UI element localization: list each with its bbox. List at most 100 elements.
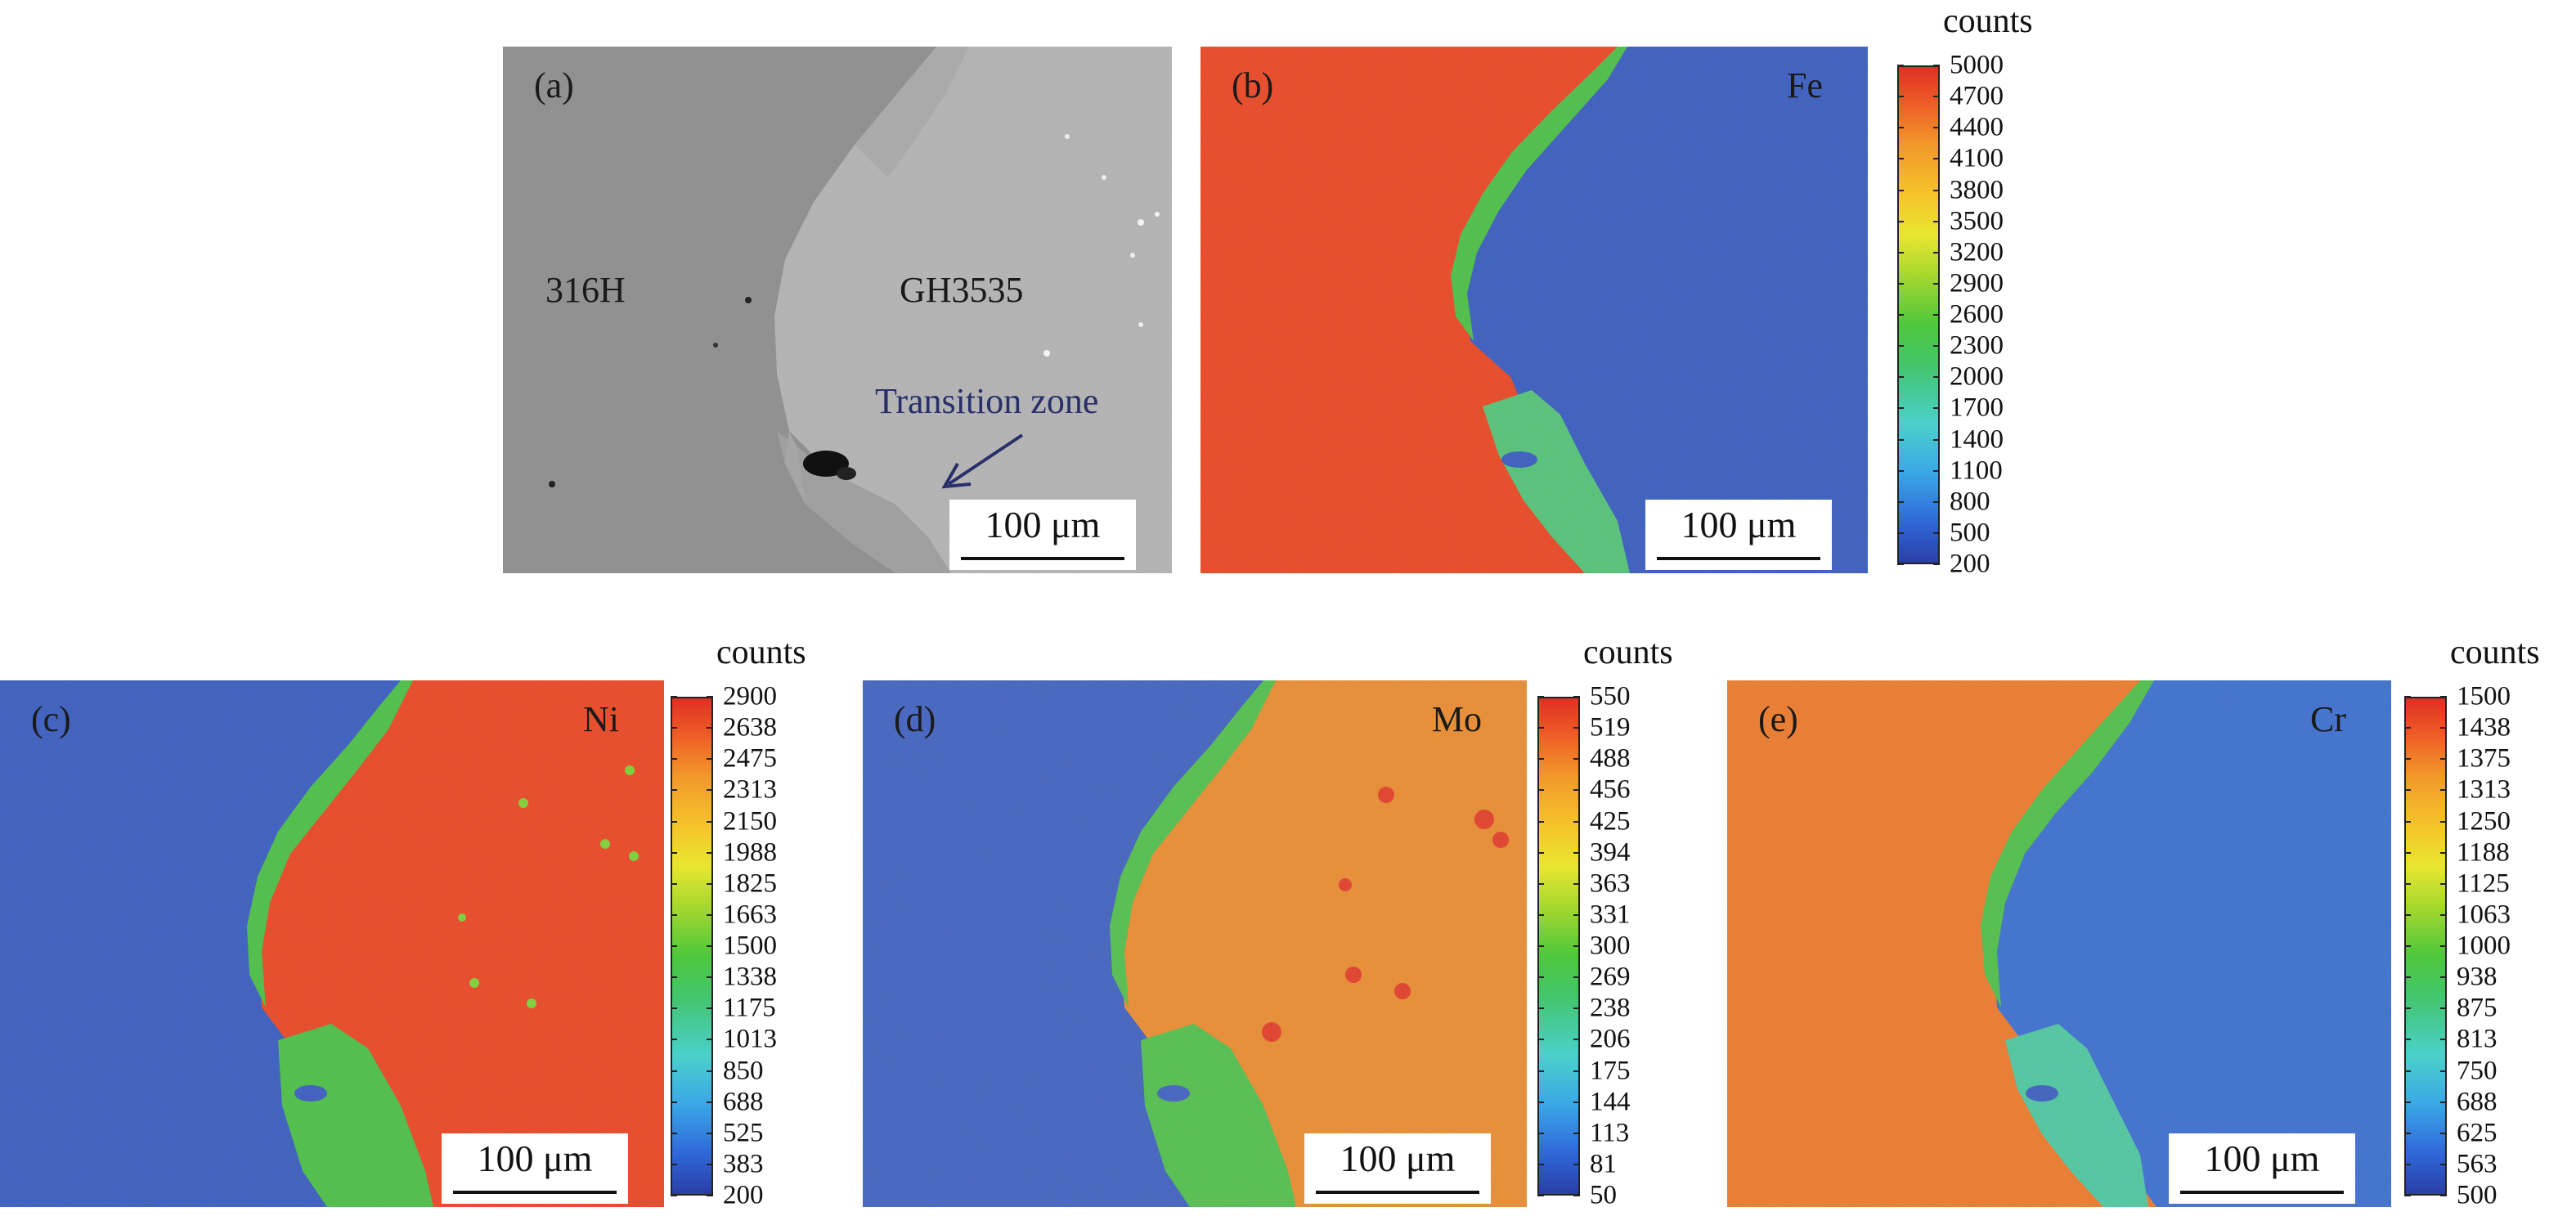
colorbar-tick-mark — [1933, 251, 1940, 254]
colorbar-tick-mark — [1933, 500, 1940, 503]
colorbar-tick-mark — [671, 758, 677, 761]
colorbar-tick-label: 938 — [2457, 962, 2497, 992]
colorbar-tick-mark — [1573, 696, 1580, 698]
scale-bar-b: 100 μm — [1645, 500, 1832, 570]
colorbar-tick-mark — [2404, 727, 2411, 729]
colorbar-tick-mark — [1897, 282, 1904, 285]
colorbar-tick-mark — [2404, 1163, 2411, 1165]
colorbar-tick-label: 1375 — [2457, 743, 2511, 774]
scale-bar-line — [1657, 557, 1820, 560]
colorbar-tick-mark — [1933, 158, 1940, 160]
colorbar-tick-mark — [1897, 345, 1904, 348]
colorbar-tick-mark — [1897, 407, 1904, 410]
colorbar-tick-mark — [2404, 851, 2411, 854]
colorbar-tick-label: 563 — [2457, 1149, 2497, 1179]
colorbar-tick-mark — [1933, 407, 1940, 410]
colorbar-tick-mark — [1537, 789, 1544, 792]
colorbar-tick-mark — [1933, 189, 1940, 191]
colorbar-tick-mark — [671, 1039, 677, 1041]
colorbar-tick-mark — [1573, 789, 1580, 792]
colorbar-tick-mark — [1573, 1195, 1580, 1196]
colorbar-tick-label: 200 — [723, 1180, 764, 1210]
colorbar-tick-mark — [671, 1070, 677, 1072]
mo-map-image — [863, 680, 1527, 1207]
colorbar-tick-mark — [1933, 469, 1940, 472]
colorbar-tick-label: 1013 — [723, 1024, 777, 1054]
colorbar-tick-mark — [671, 1101, 677, 1103]
colorbar-tick-mark — [1573, 1163, 1580, 1165]
colorbar-tick-label: 625 — [2457, 1118, 2497, 1148]
colorbar-tick-mark — [1897, 96, 1904, 98]
colorbar-tick-label: 525 — [723, 1118, 764, 1148]
colorbar-tick-mark — [1573, 758, 1580, 761]
colorbar-tick-mark — [1897, 251, 1904, 254]
colorbar-tick-label: 850 — [723, 1056, 764, 1085]
colorbar-tick-mark — [1537, 1039, 1544, 1041]
colorbar-title: counts — [1943, 2, 2033, 40]
ni-map-image — [0, 680, 664, 1207]
colorbar-tick-mark — [1933, 376, 1940, 379]
colorbar-tick-label: 1438 — [2457, 712, 2511, 743]
colorbar-tick-label: 500 — [1950, 518, 1990, 548]
colorbar-tick-mark — [1537, 851, 1544, 854]
colorbar-title: counts — [1583, 634, 1673, 671]
colorbar-tick-mark — [1897, 314, 1904, 316]
element-label-mo: Mo — [1431, 699, 1482, 739]
colorbar-tick-label: 144 — [1590, 1087, 1631, 1117]
colorbar-tick-mark — [707, 1070, 713, 1072]
scale-bar-label: 100 μm — [1681, 504, 1797, 545]
material-label-gh3535: GH3535 — [900, 270, 1024, 310]
colorbar-tick-label: 363 — [1590, 868, 1631, 899]
colorbar-tick-label: 1988 — [723, 837, 777, 868]
colorbar-tick-label: 488 — [1590, 743, 1631, 774]
colorbar-tick-label: 1100 — [1950, 455, 2003, 486]
colorbar-tick-mark — [1897, 500, 1904, 503]
colorbar-tick-label: 688 — [2457, 1087, 2497, 1117]
colorbar-tick-mark — [1933, 563, 1940, 565]
colorbar-tick-mark — [1897, 220, 1904, 222]
colorbar-tick-mark — [1537, 882, 1544, 885]
colorbar-tick-mark — [671, 1195, 677, 1196]
colorbar-tick-mark — [707, 1163, 713, 1165]
colorbar-tick-mark — [2404, 913, 2411, 916]
colorbar-tick-mark — [1537, 1132, 1544, 1134]
colorbar-tick-mark — [707, 913, 713, 916]
colorbar-tick-label: 1338 — [723, 962, 777, 992]
colorbar-tick-mark — [2440, 976, 2447, 979]
panel-tag-e: (e) — [1758, 699, 1798, 739]
colorbar-tick-mark — [1933, 345, 1940, 348]
element-label-cr: Cr — [2310, 699, 2346, 739]
colorbar-tick-mark — [2440, 851, 2447, 854]
colorbar-tick-label: 1700 — [1950, 393, 2004, 423]
scale-bar-line — [453, 1191, 617, 1194]
colorbar-tick-mark — [2440, 727, 2447, 729]
panel-tag-d: (d) — [894, 699, 936, 739]
colorbar-tick-mark — [671, 820, 677, 823]
colorbar-tick-mark — [2404, 1132, 2411, 1134]
colorbar-tick-mark — [1537, 820, 1544, 823]
colorbar-tick-mark — [707, 789, 713, 792]
colorbar-title: counts — [716, 634, 806, 671]
cr-map-image — [1727, 680, 2391, 1207]
colorbar-tick-mark — [1933, 282, 1940, 285]
colorbar-tick-mark — [2440, 1101, 2447, 1103]
colorbar-tick-label: 1663 — [723, 900, 777, 930]
colorbar-tick-mark — [1537, 913, 1544, 916]
colorbar-tick-mark — [2404, 820, 2411, 823]
colorbar-tick-mark — [2440, 945, 2447, 947]
colorbar-tick-mark — [2404, 696, 2411, 698]
scale-bar-label: 100 μm — [1340, 1138, 1456, 1179]
colorbar-tick-mark — [2404, 789, 2411, 792]
colorbar-tick-label: 4100 — [1950, 143, 2004, 173]
colorbar-tick-label: 2475 — [723, 743, 777, 774]
colorbar-tick-mark — [707, 851, 713, 854]
sem-image-panel: (a) 316H GH3535 Transition zone 100 μm — [503, 47, 1172, 573]
colorbar-tick-label: 2313 — [723, 774, 777, 805]
colorbar-tick-mark — [671, 1007, 677, 1010]
colorbar-tick-label: 750 — [2457, 1056, 2497, 1085]
colorbar-tick-mark — [1897, 158, 1904, 160]
colorbar-tick-label: 81 — [1590, 1149, 1617, 1179]
colorbar-tick-mark — [1897, 376, 1904, 379]
colorbar-tick-mark — [1573, 976, 1580, 979]
colorbar-tick-mark — [2404, 976, 2411, 979]
